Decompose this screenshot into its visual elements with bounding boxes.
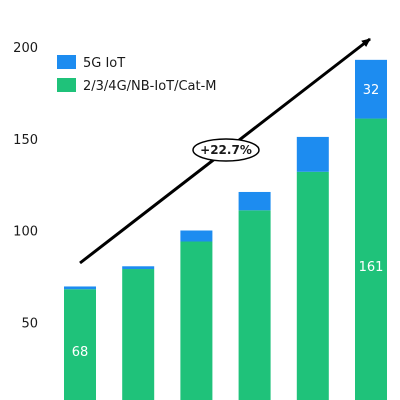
bar-segment-legacy-iot [238, 210, 271, 400]
bar-segment-5g-iot [238, 191, 271, 211]
bar-data-label: 161 [359, 260, 384, 275]
legend-swatch-5g-iot [57, 55, 76, 69]
bar-segment-legacy-iot [296, 171, 329, 400]
growth-trend-annotation: +22.7% [79, 37, 371, 265]
y-tick-label: 200 [13, 41, 38, 56]
growth-rate-label: +22.7% [200, 143, 252, 157]
bar-segment-5g-iot [355, 59, 387, 119]
y-tick-label: 150 [13, 133, 38, 148]
bar-segment-legacy-iot [122, 269, 155, 400]
bar-data-label: 32 [363, 83, 380, 98]
bar-segment-5g-iot [122, 266, 155, 270]
bar-segment-legacy-iot [180, 241, 213, 400]
y-axis: 50 100 150 200 [13, 41, 38, 331]
bar-segment-5g-iot [180, 230, 213, 242]
growth-badge [192, 138, 260, 162]
legend: 5G IoT 2/3/4G/NB-IoT/Cat-M [57, 55, 217, 94]
bar-segment-5g-iot [296, 136, 329, 172]
bar-segment-legacy-iot [355, 118, 387, 400]
bars [64, 59, 387, 400]
y-tick-label: 100 [13, 225, 38, 240]
legend-label-legacy-iot: 2/3/4G/NB-IoT/Cat-M [83, 79, 217, 94]
legend-swatch-legacy-iot [57, 78, 76, 92]
bar-data-label: 68 [72, 345, 89, 360]
bar-segment-5g-iot [64, 286, 96, 290]
bar-labels: 68 161 32 [72, 83, 384, 360]
legend-label-5g-iot: 5G IoT [83, 56, 125, 71]
bar-segment-legacy-iot [64, 289, 96, 400]
y-tick-label: 50 [21, 316, 38, 331]
